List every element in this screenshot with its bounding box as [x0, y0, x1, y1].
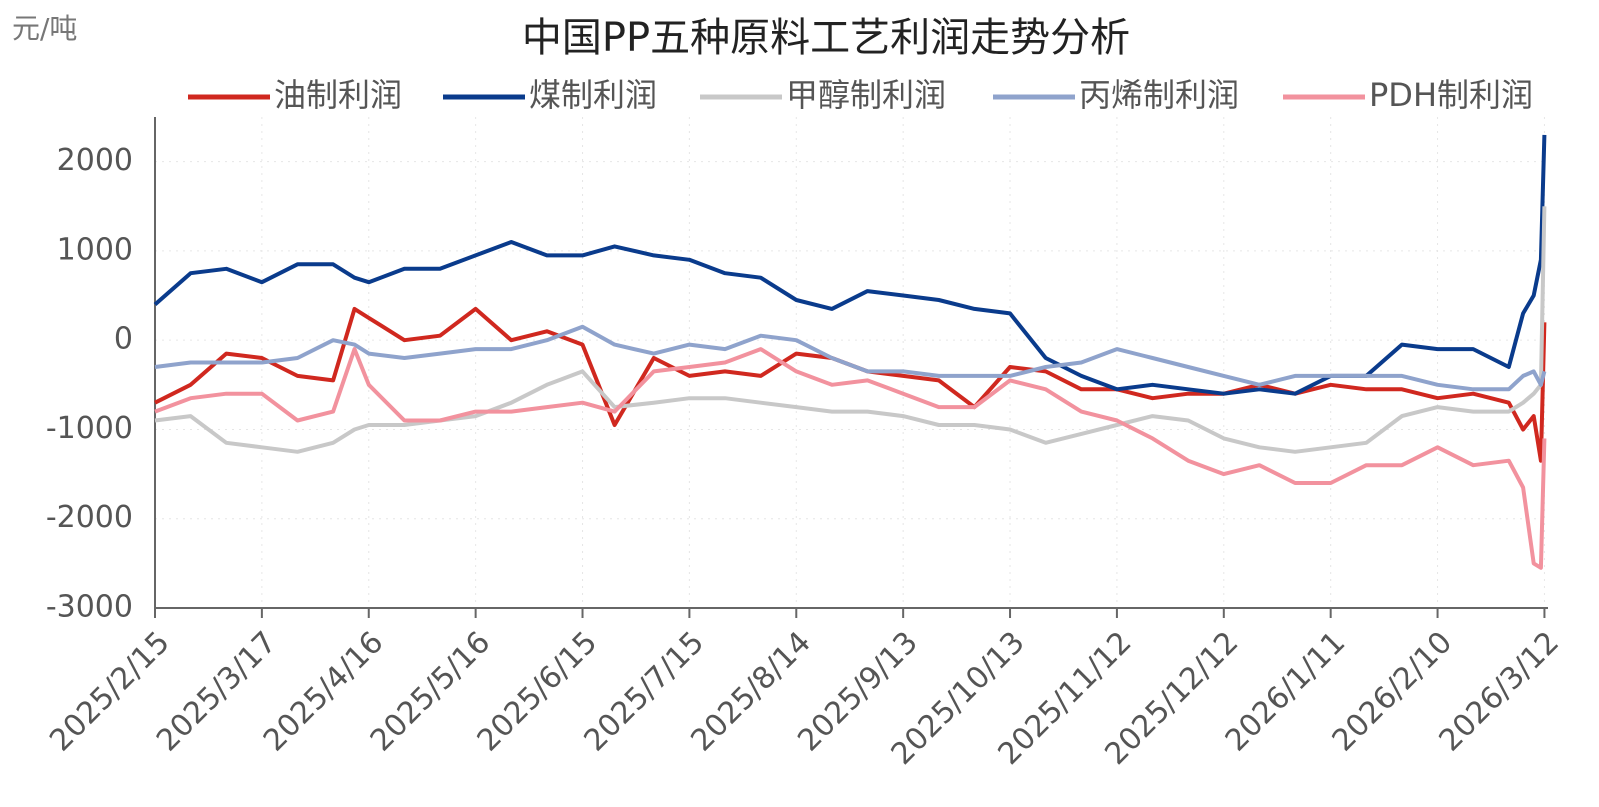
y-tick-label: 0 — [114, 322, 133, 357]
chart-title: 中国PP五种原料工艺利润走势分析 — [522, 15, 1130, 61]
legend-label: 甲醇制利润 — [786, 76, 946, 114]
series-line — [154, 347, 1547, 570]
series-line — [154, 324, 1547, 392]
y-tick-label: -1000 — [46, 411, 133, 446]
y-tick-label: -3000 — [46, 590, 133, 625]
series-line — [154, 206, 1547, 454]
y-tick-label: 1000 — [57, 232, 133, 267]
y-tick-label: 2000 — [57, 143, 133, 178]
legend-label: 油制利润 — [274, 76, 402, 114]
y-unit: 元/吨 — [12, 12, 77, 45]
series-line — [154, 306, 1547, 463]
legend-label: 煤制利润 — [529, 76, 657, 114]
legend-label: 丙烯制利润 — [1079, 76, 1239, 114]
y-tick-label: -2000 — [46, 500, 133, 535]
series-line — [153, 134, 1547, 396]
legend-label: PDH制利润 — [1369, 76, 1533, 114]
